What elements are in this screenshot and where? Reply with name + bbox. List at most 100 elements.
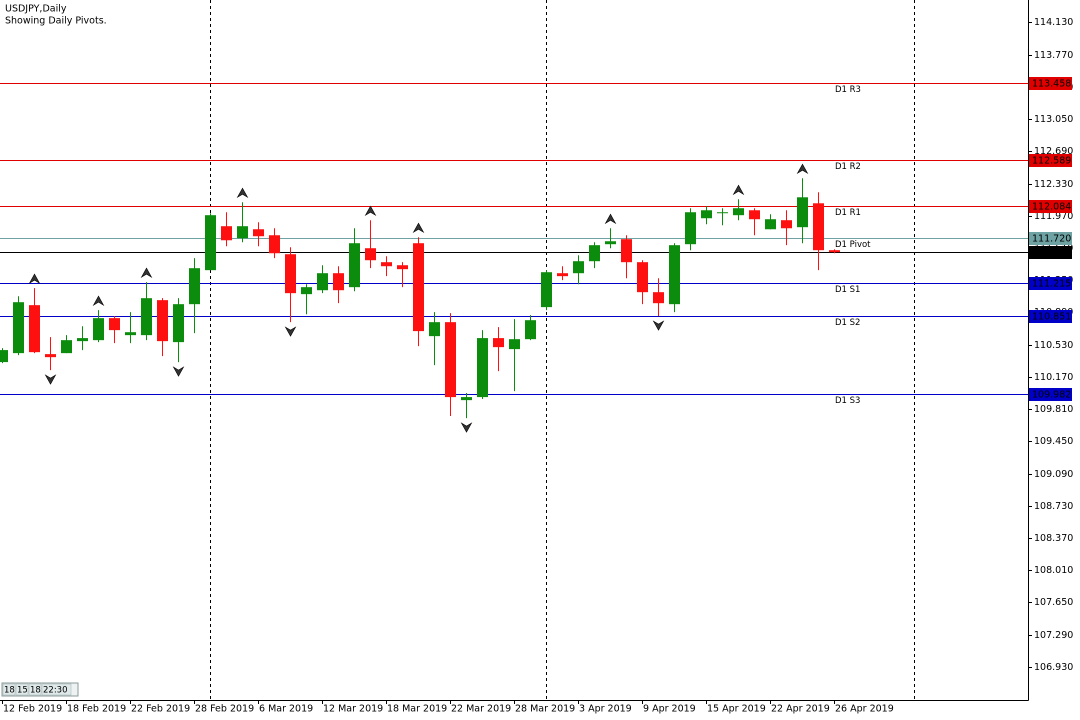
candle-body [797,197,808,228]
pivot-label: D1 R3 [835,85,861,95]
chart-subtitle: Showing Daily Pivots. [5,16,107,27]
x-tick-label: 18 Mar 2019 [387,704,447,715]
price-box-label: 109.982 [1032,390,1071,401]
x-tick-label: 28 Mar 2019 [515,704,575,715]
fractal-down [172,366,185,377]
price-box [1029,200,1072,213]
candle-body [445,322,456,398]
candle-body [413,243,424,332]
fractal-up [28,273,41,284]
fractal-up [796,163,809,175]
candle-body [93,318,104,341]
x-tick-label: 9 Apr 2019 [643,704,696,715]
session-label: 22:30 [43,686,68,696]
x-tick-label: 12 Mar 2019 [323,704,383,715]
y-tick-label: 113.050 [1034,114,1073,125]
pivot-label: D1 R1 [835,208,861,218]
candle-body [77,338,88,342]
fractal-up [732,184,745,196]
y-tick-label: 114.130 [1034,17,1073,28]
candle-body [829,250,840,253]
x-tick-label: 22 Mar 2019 [451,704,511,715]
candle-layer [0,163,840,433]
y-tick-label: 110.170 [1034,372,1073,383]
candle-body [301,287,312,295]
candle-body [173,304,184,343]
candle-body [285,254,296,294]
fractal-up [604,213,617,225]
fractal-down [284,326,297,337]
fractal-up [364,205,377,217]
pivot-label: D1 S3 [835,396,860,406]
candle-body [749,210,760,220]
candle-body [333,273,344,291]
pivot-label: D1 R2 [835,162,861,172]
price-box-label: 110.851 [1032,312,1071,323]
session-box: 18: 15: 18: 22:30 [1,682,79,697]
x-tick-label: 15 Apr 2019 [707,704,766,715]
candle-body [13,302,24,354]
x-tick-label: 22 Apr 2019 [771,704,830,715]
candle-body [125,332,136,336]
candle-body [365,248,376,261]
candle-body [253,229,264,237]
candle-body [461,397,472,401]
candle-body [221,226,232,241]
candle-body [381,262,392,267]
price-box [1029,154,1072,167]
candle-body [237,226,248,239]
candle-body [685,212,696,245]
candle-body [397,265,408,270]
price-box [1029,310,1072,323]
candle-body [621,239,632,263]
candle-body [0,350,8,363]
x-tick-label: 3 Apr 2019 [579,704,632,715]
candle-body [653,292,664,304]
chart-title: USDJPY,Daily [5,4,67,15]
x-tick-label: 12 Feb 2019 [3,704,62,715]
x-tick-label: 28 Feb 2019 [195,704,254,715]
price-box [1029,232,1072,245]
candle-body [509,339,520,350]
candle-body [29,305,40,353]
fractal-up [92,295,105,306]
candle-body [717,212,728,214]
session-label: 15: [17,686,31,696]
pivot-layer: D1 R3 D1 R2 D1 R1 D1 Pivot D1 S1 D1 S2 D1 S3 [0,83,1028,406]
y-tick-label: 109.450 [1034,436,1073,447]
y-tick-label: 109.810 [1034,404,1073,415]
candle-body [557,273,568,277]
fractal-up [140,267,153,278]
y-tick-label: 106.930 [1034,662,1073,673]
x-tick-label: 26 Apr 2019 [835,704,894,715]
fractal-up [412,222,425,234]
session-cell [2,683,16,696]
candle-body [109,318,120,331]
fractal-down [652,320,665,331]
candle-body [701,210,712,219]
y-tick-label: 108.010 [1034,565,1073,576]
candle-body [669,245,680,305]
candle-body [493,338,504,348]
price-box-label: 113.458 [1032,79,1071,90]
y-tick-label: 107.650 [1034,597,1073,608]
last-price-box [1029,246,1072,259]
candle-body [605,241,616,245]
candle-body [541,272,552,308]
session-label: 18: [4,686,18,696]
y-tick-label: 112.330 [1034,179,1073,190]
price-box [1029,277,1072,290]
candle-body [573,261,584,274]
fractal-up [236,187,249,199]
pivot-label: D1 Pivot [835,240,871,250]
price-box-label: 112.589 [1032,156,1071,167]
candle-body [813,203,824,251]
y-tick-label: 107.290 [1034,630,1073,641]
session-cell [15,683,29,696]
candle-body [781,220,792,229]
x-tick-label: 18 Feb 2019 [67,704,126,715]
y-tick-label: 113.770 [1034,50,1073,61]
price-box-label: 112.084 [1032,202,1071,213]
